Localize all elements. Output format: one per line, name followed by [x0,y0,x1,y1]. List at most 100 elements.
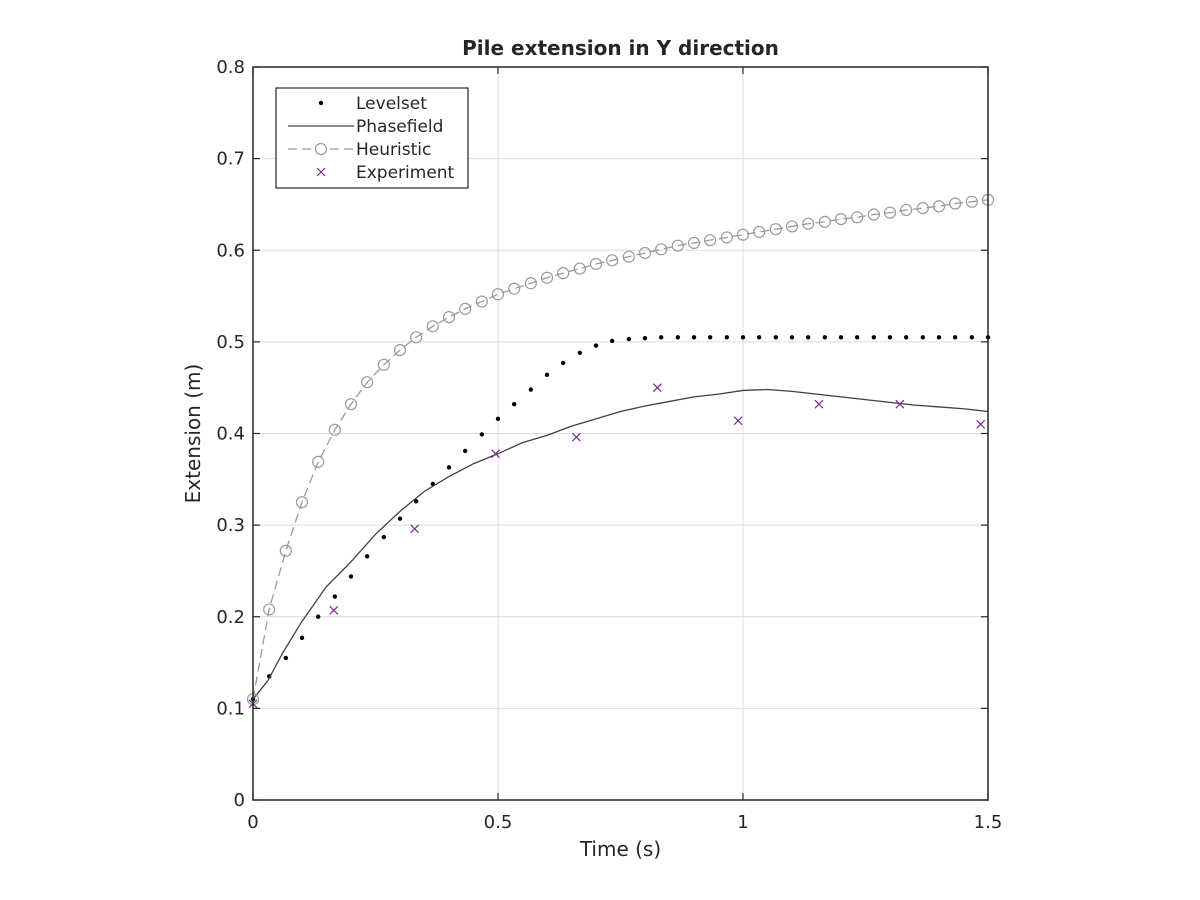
heuristic-point [949,197,962,210]
axis-ticks: 0 0.5 1 1.5 0 0.1 0.2 0.3 0.4 0.5 0.6 0.7 0.8 [216,57,1002,833]
legend-item-levelset: Levelset [318,94,427,114]
heuristic-point [279,544,292,557]
legend-box [275,87,469,189]
heuristic-point [459,302,472,315]
heuristic-point [932,200,946,213]
levelset-point [577,350,583,356]
heuristic-point [344,398,358,411]
legend-label: Heuristic [356,140,431,160]
heuristic-point [263,603,276,616]
experiment-point [733,416,743,426]
levelset-point [479,432,485,437]
levelset-point [495,416,501,422]
x-tick-label: 0 [247,812,258,833]
heuristic-point [704,234,717,247]
experiment-point [976,419,986,429]
heuristic-point [638,246,652,260]
levelset-point [805,335,811,340]
heuristic-point [508,282,521,295]
experiment-series [248,383,986,709]
legend-swatch [316,167,326,177]
y-tick-label: 0.5 [216,332,245,353]
y-tick-label: 0.1 [216,698,245,719]
heuristic-line [252,199,989,700]
levelset-point [381,534,387,540]
heuristic-point [622,250,635,263]
levelset-point [348,574,354,579]
heuristic-point [361,376,374,389]
levelset-point [822,335,828,340]
levelset-point [593,343,599,348]
y-tick-label: 0.7 [216,149,245,170]
experiment-point-stroke [895,399,905,409]
heuristic-point [475,295,488,308]
experiment-point-stroke [410,524,420,534]
heuristic-point [965,195,978,208]
levelset-point [789,335,795,340]
experiment-point-stroke [329,605,339,615]
legend-item-phasefield: Phasefield [288,117,443,137]
levelset-point [413,499,419,504]
y-tick-label: 0.3 [216,515,245,536]
experiment-point-stroke [571,432,581,442]
heuristic-point [426,320,439,333]
levelset-point [903,335,909,340]
heuristic-point [671,239,684,252]
y-tick-label: 0.6 [216,240,245,261]
heuristic-point [867,208,880,221]
levelset-point [283,655,289,661]
heuristic-point [573,262,586,275]
levelset-point [838,335,844,340]
levelset-point [969,335,975,340]
x-axis-label: Time (s) [579,837,661,861]
levelset-point [887,335,893,340]
levelset-point [511,401,517,407]
experiment-point [410,524,420,534]
x-tick-label: 1 [737,812,748,833]
chart-title: Pile extension in Y direction [462,36,779,60]
levelset-point [299,635,305,641]
experiment-point [814,399,824,409]
heuristic-point [655,243,668,256]
heuristic-point [736,228,750,241]
y-tick-label: 0.4 [216,424,245,445]
levelset-point [740,335,746,340]
levelset-point [560,360,566,366]
levelset-point [626,336,632,342]
heuristic-point [883,206,897,219]
levelset-point [332,594,338,599]
heuristic-point [851,211,864,224]
x-tick-label: 0.5 [484,812,513,833]
y-tick-label: 0.8 [216,57,245,78]
heuristic-point [802,217,815,230]
heuristic-point [834,212,848,226]
heuristic-point [606,254,619,267]
experiment-point [652,383,662,393]
levelset-point [707,335,713,340]
experiment-point [491,449,500,459]
heuristic-point [900,203,913,217]
heuristic-point [295,496,309,509]
heuristic-point [769,223,782,236]
levelset-point [936,335,942,340]
heuristic-series [246,193,995,706]
levelset-point [920,335,926,340]
heuristic-point [720,231,733,244]
heuristic-point [540,271,554,284]
levelset-point [642,336,648,341]
levelset-point [871,335,877,340]
y-tick-label: 0 [234,790,245,811]
experiment-point-stroke [814,399,824,409]
levelset-point [773,335,779,340]
heuristic-point [818,215,831,228]
experiment-point [571,432,581,442]
heuristic-point [687,236,701,250]
heuristic-point [377,358,390,371]
experiment-point [895,399,905,409]
heuristic-point [916,202,929,215]
heuristic-point [589,257,603,271]
levelset-point [658,335,664,340]
heuristic-point [491,288,505,301]
levelset-point [544,372,550,378]
